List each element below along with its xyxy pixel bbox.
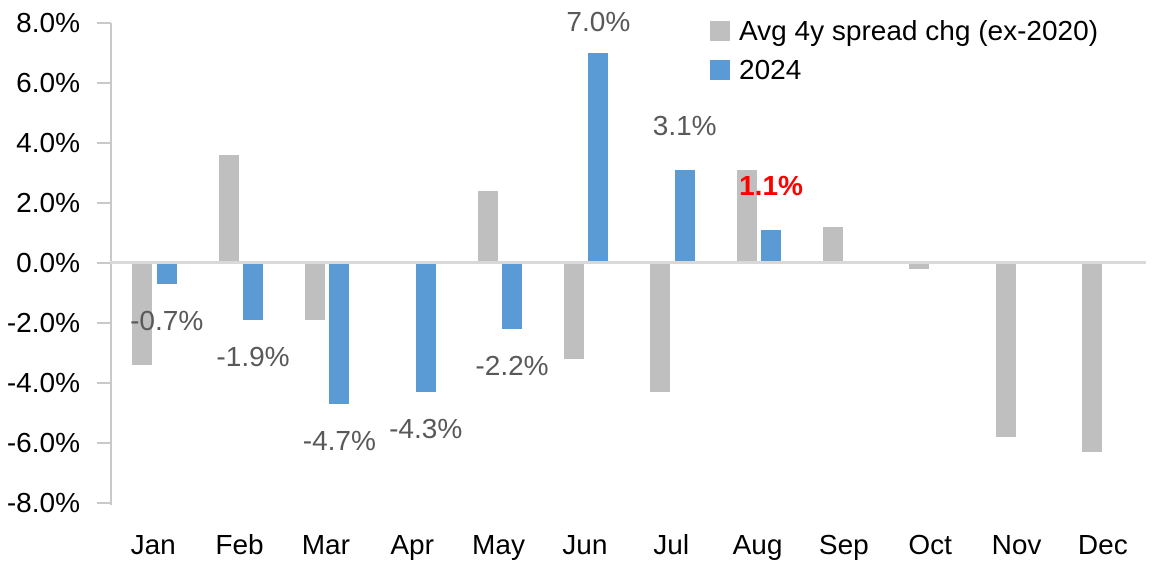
data-label-mar: -4.7% (302, 425, 376, 456)
legend-item-avg-4y-spread: Avg 4y spread chg (ex-2020) (710, 11, 1098, 50)
y-tick-mark (97, 142, 111, 144)
y-tick-label: 2.0% (16, 187, 80, 218)
legend: Avg 4y spread chg (ex-2020) 2024 (710, 11, 1098, 89)
bar-avg-4y-sep (822, 227, 843, 262)
x-tick-label-feb: Feb (215, 529, 264, 560)
bar-avg-4y-jul (650, 264, 671, 392)
y-tick-label: 6.0% (16, 67, 80, 98)
bar-avg-4y-jun (563, 264, 584, 359)
bar-y2024-apr (415, 264, 436, 392)
bar-avg-4y-oct (909, 264, 930, 269)
zero-gridline (110, 261, 1146, 264)
bar-y2024-feb (243, 264, 263, 320)
legend-swatch-avg-4y-spread (710, 20, 730, 41)
y-tick-label: -8.0% (6, 487, 80, 518)
x-tick-label-nov: Nov (991, 529, 1042, 560)
bar-avg-4y-aug (736, 170, 757, 262)
x-tick-label-apr: Apr (390, 529, 434, 560)
y-tick-mark (97, 262, 111, 264)
y-tick-mark (97, 382, 111, 384)
bar-y2024-jan (156, 264, 177, 284)
data-label-aug: 1.1% (739, 170, 803, 201)
x-tick-label-jun: Jun (562, 529, 608, 560)
x-tick-label-jan: Jan (130, 529, 176, 560)
y-tick-mark (97, 22, 111, 24)
bar-avg-4y-dec (1081, 264, 1102, 452)
data-label-may: -2.2% (475, 350, 549, 381)
bar-avg-4y-feb (218, 155, 239, 262)
legend-swatch-2024 (710, 59, 730, 80)
data-label-jul: 3.1% (652, 110, 717, 141)
bar-y2024-mar (329, 264, 350, 404)
x-tick-label-dec: Dec (1077, 529, 1128, 560)
y-tick-mark (97, 202, 111, 204)
legend-label-2024: 2024 (739, 54, 802, 85)
data-label-apr: -4.3% (389, 413, 463, 444)
y-tick-label: -2.0% (6, 307, 80, 338)
bar-avg-4y-nov (995, 264, 1016, 437)
bar-avg-4y-may (477, 191, 498, 262)
x-tick-label-oct: Oct (908, 529, 952, 560)
data-label-jun: 7.0% (566, 6, 631, 37)
y-tick-mark (97, 502, 111, 504)
y-tick-label: 8.0% (16, 7, 80, 38)
y-axis-line (110, 23, 112, 505)
bar-y2024-jun (588, 53, 609, 262)
y-tick-label: 4.0% (16, 127, 80, 158)
y-tick-mark (97, 82, 111, 84)
y-tick-label: 0.0% (16, 247, 80, 278)
bar-y2024-may (502, 264, 522, 329)
bar-avg-4y-mar (304, 264, 325, 320)
y-tick-mark (97, 322, 111, 324)
x-tick-label-sep: Sep (818, 529, 869, 560)
x-tick-label-may: May (472, 529, 525, 560)
x-tick-label-aug: Aug (732, 529, 783, 560)
y-tick-mark (97, 442, 111, 444)
bar-y2024-jul (674, 170, 695, 262)
data-label-feb: -1.9% (216, 341, 290, 372)
y-tick-label: -6.0% (6, 427, 80, 458)
bar-y2024-aug (761, 230, 781, 262)
x-tick-label-mar: Mar (301, 529, 350, 560)
legend-item-2024: 2024 (710, 50, 1098, 89)
data-label-jan: -0.7% (130, 305, 204, 336)
legend-label-avg-4y-spread: Avg 4y spread chg (ex-2020) (739, 15, 1099, 46)
x-tick-label-jul: Jul (653, 529, 690, 560)
y-tick-label: -4.0% (6, 367, 80, 398)
bar-avg-4y-jan (132, 264, 153, 365)
